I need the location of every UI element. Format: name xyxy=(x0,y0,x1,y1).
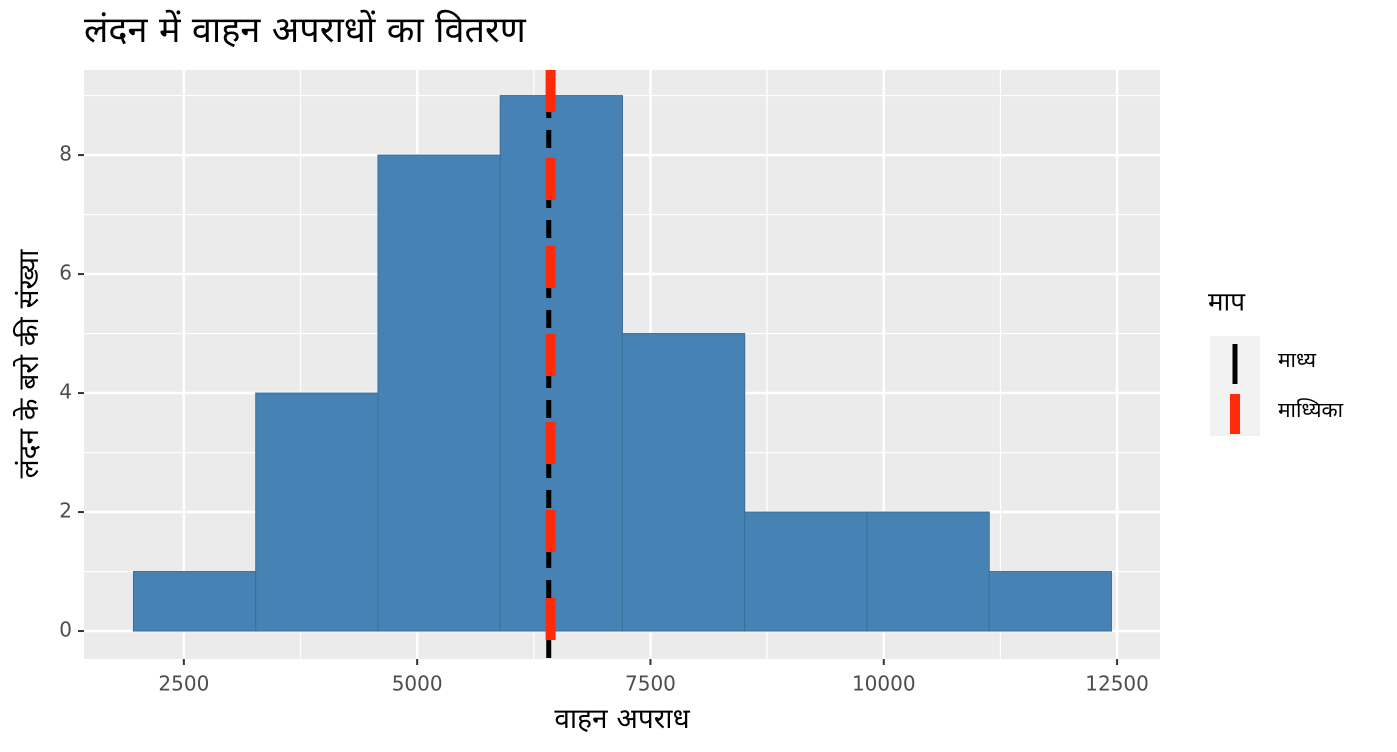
y-tick-label: 6 xyxy=(59,261,72,285)
legend-title: माप xyxy=(1208,288,1246,318)
x-tick-label: 12500 xyxy=(1085,672,1149,696)
histogram-bar xyxy=(744,511,868,632)
legend-label: माध्यिका xyxy=(1278,398,1344,422)
y-tick-label: 8 xyxy=(59,142,72,166)
x-axis-label: वाहन अपराध xyxy=(554,702,690,735)
legend-label: माध्य xyxy=(1278,348,1317,372)
x-tick-label: 2500 xyxy=(158,672,209,696)
y-tick-label: 4 xyxy=(59,380,72,404)
y-tick-label: 2 xyxy=(59,499,72,523)
histogram-bar xyxy=(499,95,623,632)
histogram-bar xyxy=(621,333,746,632)
histogram-bar xyxy=(377,154,501,632)
x-tick-label: 7500 xyxy=(625,672,676,696)
histogram-bar xyxy=(866,511,990,632)
x-tick-label: 10000 xyxy=(852,672,916,696)
chart-title: लंदन में वाहन अपराधों का वितरण xyxy=(84,9,527,51)
histogram-bar xyxy=(988,571,1112,632)
histogram-bar xyxy=(132,571,257,632)
y-tick-label: 0 xyxy=(59,618,72,642)
x-tick-label: 5000 xyxy=(392,672,443,696)
y-axis-label: लंदन के बरो की संख्या xyxy=(12,249,45,478)
histogram-bar xyxy=(255,392,379,632)
